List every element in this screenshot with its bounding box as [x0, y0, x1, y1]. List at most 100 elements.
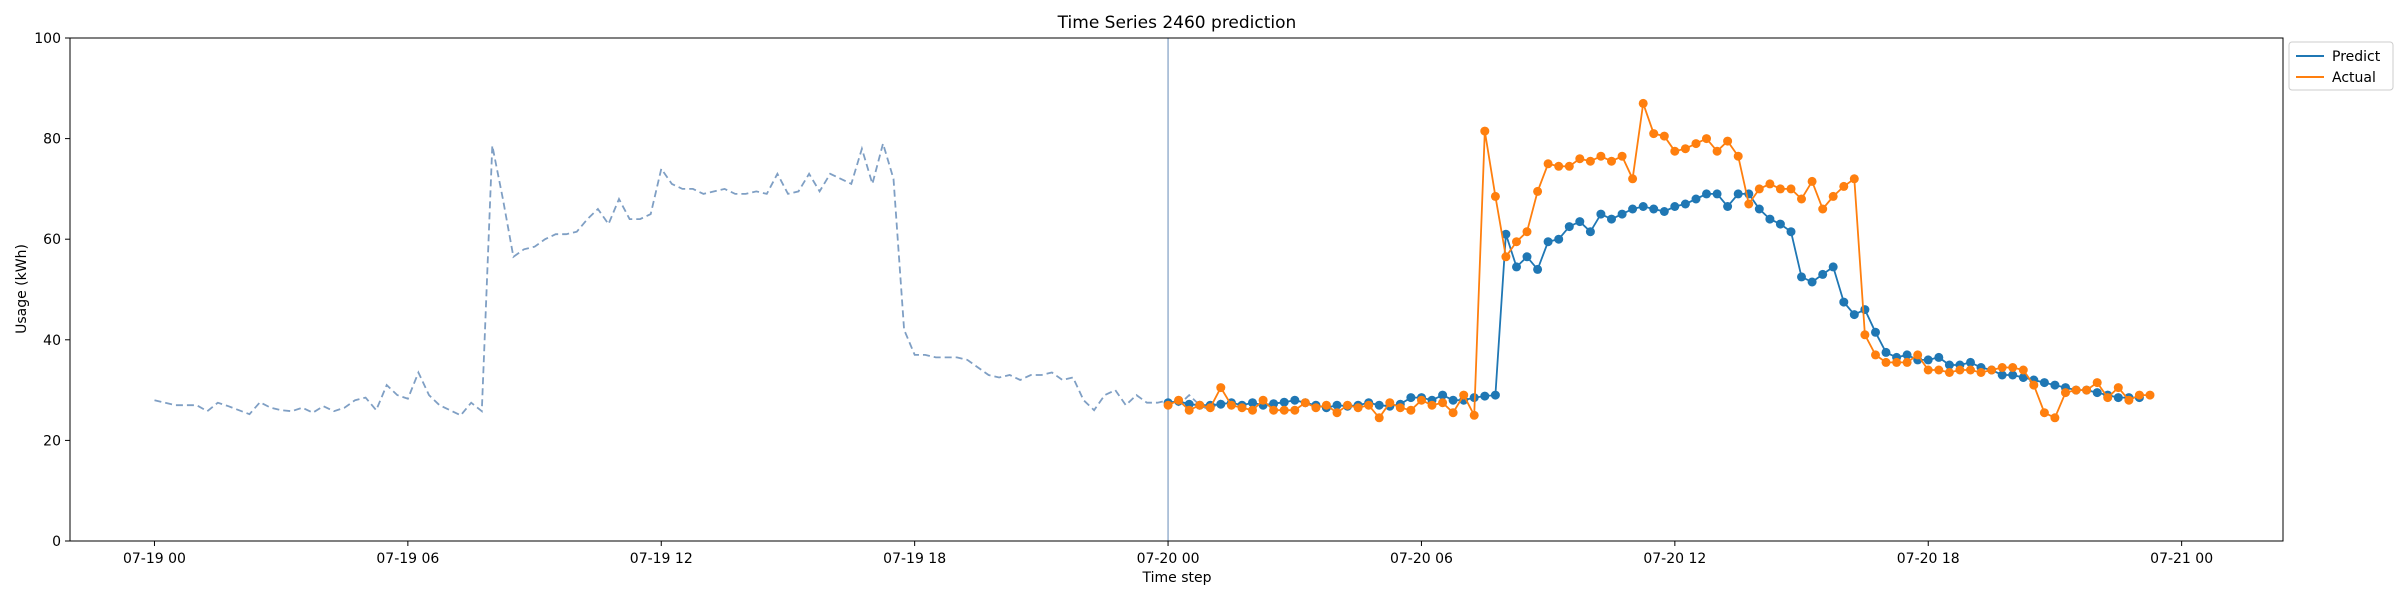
predict-point	[1670, 202, 1680, 211]
predict-point	[2050, 380, 2060, 390]
actual-point	[1490, 191, 1500, 201]
predict-point	[1585, 227, 1595, 237]
plot-area	[154, 38, 2155, 541]
actual-point	[2050, 413, 2060, 423]
x-tick-label: 07-20 06	[1390, 551, 1453, 567]
actual-point	[1818, 204, 1828, 214]
predict-point	[2092, 388, 2102, 398]
actual-point	[1480, 126, 1490, 136]
actual-point	[2018, 365, 2028, 375]
actual-point	[1997, 363, 2007, 372]
x-tick-label: 07-19 06	[376, 551, 439, 567]
predict-point	[1575, 217, 1585, 227]
legend-predict-label: Predict	[2332, 49, 2381, 65]
predict-point	[1881, 347, 1891, 357]
predict-point	[1691, 194, 1701, 204]
predict-point	[1480, 391, 1490, 401]
actual-point	[2082, 385, 2092, 395]
y-tick-label: 60	[43, 232, 61, 248]
predict-point	[1554, 234, 1564, 244]
actual-point	[1332, 408, 1342, 418]
predict-point	[1902, 350, 1912, 360]
predict-point	[1543, 237, 1553, 247]
actual-point	[1628, 174, 1638, 184]
predict-point	[1649, 204, 1659, 214]
x-tick-label: 07-19 12	[630, 551, 693, 567]
actual-point	[1638, 98, 1648, 108]
predict-point	[1216, 399, 1226, 409]
predict-point	[1786, 227, 1796, 237]
predict-point	[1849, 310, 1859, 320]
predict-point	[1659, 207, 1669, 216]
actual-point	[1733, 151, 1743, 161]
actual-point	[1892, 357, 1902, 367]
actual-point	[1417, 395, 1426, 405]
actual-point	[2134, 390, 2144, 400]
actual-point	[1353, 403, 1363, 413]
actual-point	[2092, 378, 2102, 388]
predict-point	[1290, 395, 1300, 405]
x-axis-label: Time step	[1142, 570, 1212, 586]
actual-point	[1797, 194, 1806, 204]
actual-point	[1438, 398, 1448, 408]
actual-point	[1860, 330, 1870, 340]
actual-point	[1596, 151, 1606, 161]
actual-point	[2039, 408, 2049, 418]
actual-point	[1543, 159, 1553, 169]
predict-point	[1702, 189, 1711, 199]
predict-point	[1596, 209, 1606, 219]
y-tick-label: 0	[52, 534, 61, 550]
x-tick-label: 07-19 00	[123, 551, 186, 567]
actual-point	[1554, 161, 1564, 171]
legend: Predict Actual	[2288, 41, 2394, 91]
actual-point	[1427, 400, 1437, 410]
actual-point	[1955, 365, 1965, 375]
actual-point	[1269, 405, 1279, 415]
actual-point	[1195, 400, 1205, 410]
predict-point	[1839, 297, 1849, 307]
actual-point	[1321, 400, 1331, 410]
actual-point	[1459, 390, 1469, 400]
predict-point	[1332, 400, 1342, 410]
predict-point	[1807, 277, 1817, 287]
actual-point	[1691, 139, 1701, 149]
actual-point	[1754, 184, 1764, 194]
actual-point	[1585, 156, 1595, 166]
actual-point	[1533, 186, 1543, 196]
predict-point	[1712, 189, 1722, 199]
x-tick-label: 07-20 00	[1137, 551, 1200, 567]
actual-point	[1881, 357, 1891, 367]
actual-point	[1744, 199, 1754, 209]
actual-point	[1849, 174, 1859, 184]
x-tick-label: 07-19 18	[883, 551, 946, 567]
actual-point	[1205, 403, 1215, 413]
actual-point	[1385, 398, 1395, 408]
y-axis: 0 20 40 60 80 100	[34, 31, 70, 550]
actual-point	[1216, 383, 1226, 393]
actual-point	[1871, 350, 1880, 360]
predict-point	[2008, 370, 2018, 380]
actual-point	[1913, 350, 1923, 360]
actual-point	[2124, 395, 2134, 405]
actual-point	[1258, 395, 1268, 405]
actual-point	[1934, 365, 1944, 375]
actual-point	[1237, 403, 1247, 413]
predict-point	[1438, 390, 1448, 400]
actual-point	[1311, 403, 1321, 413]
predict-point	[1754, 204, 1764, 214]
actual-point	[1839, 181, 1849, 191]
predict-point	[1248, 398, 1257, 408]
predict-point	[1607, 214, 1616, 224]
actual-point	[1300, 398, 1310, 408]
actual-point	[1174, 395, 1184, 405]
actual-point	[1670, 146, 1680, 156]
predict-point	[1828, 262, 1838, 272]
actual-point	[1163, 400, 1173, 410]
actual-point	[1448, 408, 1458, 418]
predict-point	[1775, 219, 1785, 229]
actual-point	[1923, 365, 1933, 375]
actual-point	[1564, 161, 1574, 171]
actual-point	[1575, 154, 1585, 164]
predict-point	[1448, 395, 1458, 405]
